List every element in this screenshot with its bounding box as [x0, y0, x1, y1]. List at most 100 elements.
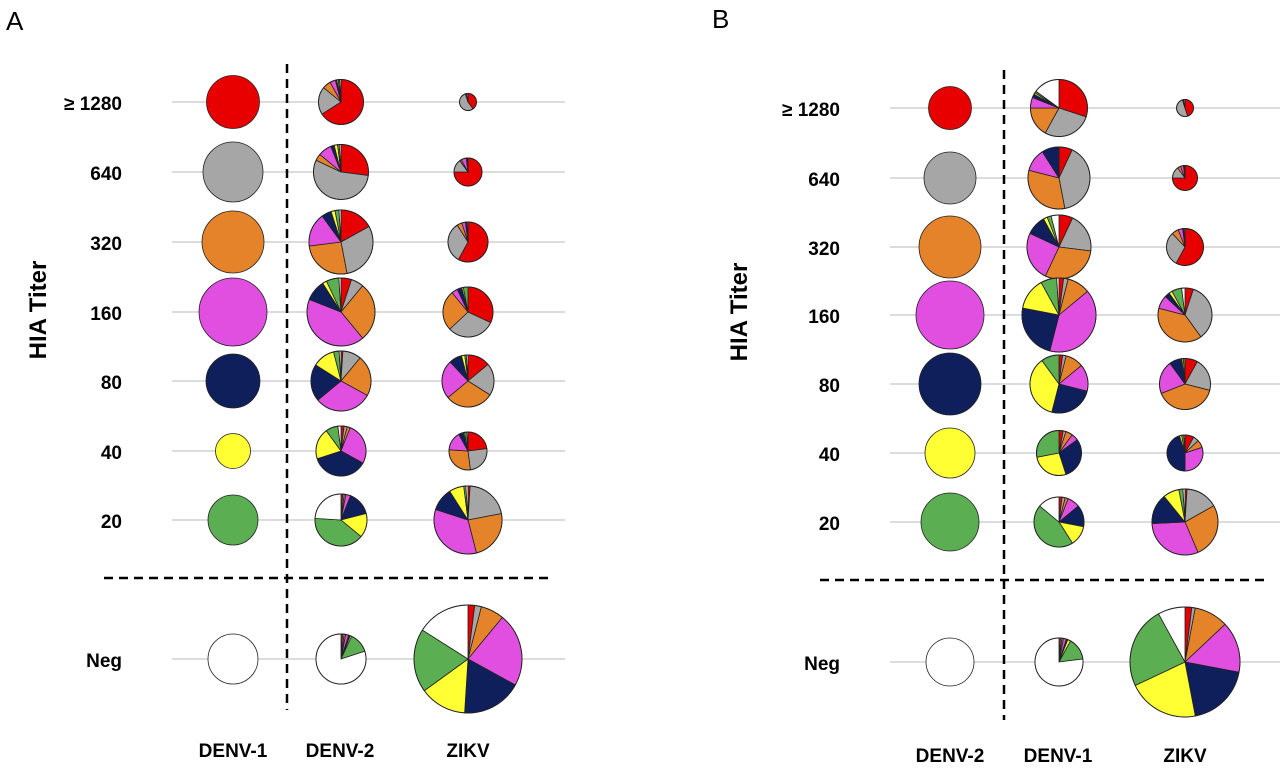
- panel-b-pie-denv-1-neg-outline: [1034, 637, 1084, 687]
- panel-a-row-label-640: 640: [90, 164, 122, 185]
- panel-a-col-label-1: DENV-1: [199, 741, 268, 762]
- panel-b-pie-denv-2-160-slice-160: [915, 280, 985, 350]
- panel-a-pie-zikv-20-outline: [433, 485, 503, 555]
- panel-b-pie-denv-1-40-slice-20: [1036, 430, 1060, 458]
- panel-a-pie-zikv-160: [442, 286, 494, 338]
- panel-b-pies: [890, 79, 1280, 718]
- panel-b-pie-denv-1-40-outline: [1036, 430, 1082, 476]
- panel-a-pie-denv-1-80-slice-80: [205, 353, 261, 409]
- panel-a-col-label-3: ZIKV: [446, 741, 490, 762]
- panel-a-pie-denv-2-neg: [315, 633, 367, 685]
- panel-a-pie-denv-1-640-slice-640: [202, 141, 264, 203]
- panel-b-pie-denv-2-neg-slice-neg: [925, 637, 975, 687]
- panel-a-pie-zikv-20: [433, 485, 503, 555]
- panel-b-pie-zikv-neg-outline: [1129, 606, 1241, 718]
- panel-a-pie-denv-1-80: [205, 353, 261, 409]
- panel-b-pie-denv-1-1280-outline: [1030, 79, 1088, 137]
- panel-b-pie-zikv-640-outline: [1172, 165, 1198, 191]
- panel-b-pie-denv-2-40-slice-40: [924, 427, 976, 479]
- panel-b-pie-denv-1-640-outline: [1027, 146, 1091, 210]
- panel-b-ylabel: HIA Titer: [726, 263, 753, 362]
- panel-b-pie-denv-1-40: [1036, 430, 1082, 476]
- panel-b-pie-zikv-160: [1157, 287, 1213, 343]
- panel-b-row-label-80: 80: [819, 376, 840, 397]
- panel-a-pie-zikv-40-slice-320: [448, 449, 471, 471]
- panel-b-row-tick-labels: ≥ 1280 640 320 160 80 40 20 Neg: [782, 100, 840, 675]
- panel-b-pie-denv-2-20-slice-20: [920, 492, 980, 552]
- panel-b-pie-zikv-20: [1151, 488, 1219, 556]
- panel-b-pie-zikv-40-outline: [1166, 434, 1204, 472]
- panel-b-pie-zikv-20-outline: [1151, 488, 1219, 556]
- panel-a-pie-zikv-1280: [459, 93, 477, 111]
- panel-b-pie-denv-1-320: [1026, 214, 1092, 280]
- panel-b-pie-denv-2-640: [923, 151, 977, 205]
- panel-b-pie-zikv-160-outline: [1157, 287, 1213, 343]
- panel-a-pie-zikv-1280-outline: [459, 93, 477, 111]
- panel-b-pie-denv-2-640-slice-640: [923, 151, 977, 205]
- panel-b-pie-zikv-1280: [1176, 99, 1194, 117]
- panel-a-pie-denv-1-160: [198, 277, 268, 347]
- panel-a-pie-denv-2-40-outline: [315, 425, 367, 477]
- panel-a-pie-zikv-neg: [413, 604, 523, 714]
- panel-a-col-label-2: DENV-2: [306, 741, 375, 762]
- panel-b-pie-denv-2-80: [918, 352, 982, 416]
- panel-b-col-label-3: ZIKV: [1163, 746, 1207, 767]
- panel-a-row-label-20: 20: [101, 512, 122, 533]
- panel-b-col-label-2: DENV-1: [1024, 746, 1093, 767]
- panel-b-row-label-1280: ≥ 1280: [782, 100, 840, 121]
- panel-b-pie-denv-1-1280: [1030, 79, 1088, 137]
- panel-b-row-label-160: 160: [808, 307, 840, 328]
- panel-b-pie-denv-1-20: [1033, 496, 1085, 548]
- panel-a-pie-denv-2-1280-outline: [318, 79, 364, 125]
- panel-a-pie-zikv-40: [448, 431, 488, 471]
- panel-a: A HIA Titer ≥ 1280 640 320 160 80 40 20 …: [6, 6, 565, 762]
- panel-a-pie-zikv-160-outline: [442, 286, 494, 338]
- panel-b-pie-denv-1-80: [1029, 354, 1089, 414]
- panel-b-pie-zikv-320-outline: [1166, 228, 1204, 266]
- panel-a-pie-denv-1-320: [201, 210, 265, 274]
- panel-a-pie-denv-2-160: [306, 277, 376, 347]
- panel-a-pie-denv-2-80: [310, 350, 372, 412]
- panel-a-pie-zikv-320: [447, 221, 489, 263]
- panel-a-pie-denv-1-40: [215, 433, 251, 469]
- panel-a-pie-denv-2-20-outline: [314, 493, 368, 547]
- panel-b-pie-denv-1-80-outline: [1029, 354, 1089, 414]
- panel-a-pie-zikv-80-outline: [441, 354, 495, 408]
- panel-a-pie-denv-1-1280: [206, 75, 260, 129]
- panel-b-row-label-20: 20: [819, 514, 840, 535]
- panel-b-pie-zikv-320: [1166, 228, 1204, 266]
- panel-a-pie-denv-2-neg-outline: [315, 633, 367, 685]
- panel-a-row-label-1280: ≥ 1280: [64, 94, 122, 115]
- panel-a-pie-denv-1-1280-slice-1280: [206, 75, 260, 129]
- panel-a-pie-denv-1-640: [202, 141, 264, 203]
- panel-b-pie-zikv-80-outline: [1159, 358, 1211, 410]
- panel-b-pie-zikv-40: [1166, 434, 1204, 472]
- panel-b-col-label-1: DENV-2: [916, 746, 985, 767]
- panel-a-pie-denv-2-160-outline: [306, 277, 376, 347]
- panel-a-pie-zikv-640-outline: [453, 157, 483, 187]
- panel-a-pie-denv-1-neg: [207, 633, 259, 685]
- panel-a-pie-denv-2-640: [313, 144, 369, 200]
- panel-a-row-label-neg: Neg: [86, 651, 122, 672]
- panel-a-row-label-40: 40: [101, 443, 122, 464]
- panel-a-pie-denv-2-80-outline: [310, 350, 372, 412]
- panel-a-pie-denv-1-neg-slice-neg: [207, 633, 259, 685]
- panel-label-b: B: [712, 4, 729, 34]
- panel-a-pie-denv-1-20-slice-20: [207, 494, 259, 546]
- panel-a-pie-denv-2-320-slice-320: [308, 241, 348, 275]
- panel-a-pie-denv-1-20: [207, 494, 259, 546]
- panel-b-pie-denv-1-640: [1027, 146, 1091, 210]
- panel-a-pie-denv-2-1280: [318, 79, 364, 125]
- panel-b-pie-denv-2-320-slice-320: [918, 215, 982, 279]
- panel-a-pie-denv-1-40-slice-40: [215, 433, 251, 469]
- panel-b-pie-denv-1-160: [1021, 277, 1097, 353]
- panel-a-pie-denv-2-320-outline: [308, 209, 374, 275]
- panel-a-pie-zikv-80: [441, 354, 495, 408]
- panel-b-row-label-40: 40: [819, 445, 840, 466]
- panel-a-pie-denv-2-20: [314, 493, 368, 547]
- panel-a-pie-denv-2-320: [308, 209, 374, 275]
- panel-a-ylabel: HIA Titer: [25, 261, 52, 360]
- panel-b-pie-denv-1-neg: [1034, 637, 1084, 687]
- panel-b-row-label-neg: Neg: [804, 654, 840, 675]
